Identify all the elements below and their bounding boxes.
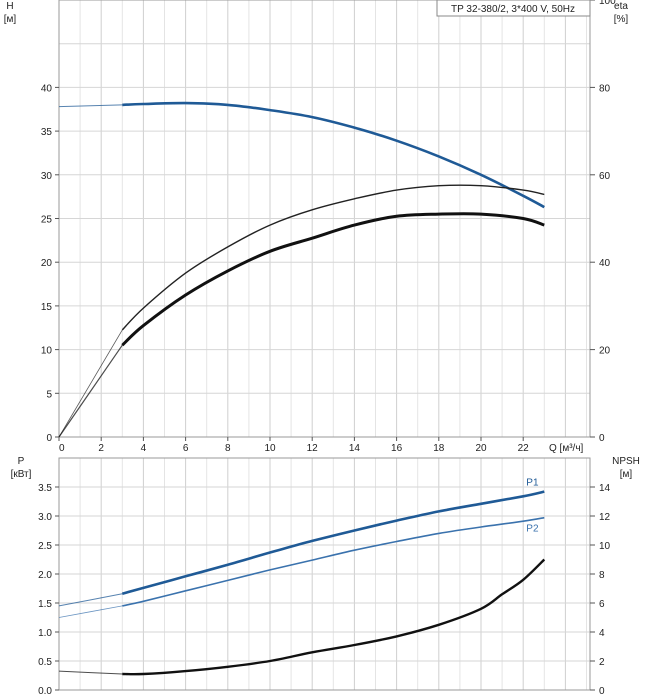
right-axis-tick-label: 60: [599, 171, 611, 182]
left-axis-tick-label: 3.5: [38, 483, 52, 494]
left-axis-tick-label: 35: [41, 127, 53, 138]
series-group: P1 P2: [58, 478, 546, 676]
chart-title: TP 32-380/2, 3*400 V, 50Hz: [451, 4, 575, 15]
series-1-line: [122, 516, 545, 607]
series-2-extension: [58, 670, 123, 675]
left-axis-unit: [кВт]: [11, 469, 32, 480]
left-axis-tick-label: 1.5: [38, 599, 52, 610]
left-axis-tick-label: 15: [41, 302, 53, 313]
x-axis-tick-label: 2: [98, 443, 104, 454]
left-axis-tick-label: 2.0: [38, 570, 52, 581]
right-axis-tick-label: 0: [599, 433, 605, 444]
right-axis-unit: [%]: [614, 14, 629, 25]
x-axis-tick-label: 6: [183, 443, 189, 454]
left-axis-tick-label: 0: [46, 433, 52, 444]
series-0-line: [121, 490, 545, 595]
left-axis-tick-label: 3.0: [38, 512, 52, 523]
right-axis-tick-label: 100: [599, 0, 616, 7]
left-axis-title: P: [18, 456, 25, 467]
left-axis: 0 5 10 15 20 25 30 35 40 H [м]: [4, 1, 59, 444]
right-axis-tick-label: 0: [599, 686, 605, 697]
x-axis-tick-label: 10: [264, 443, 276, 454]
right-axis-tick-label: 10: [599, 541, 611, 552]
right-axis-title: eta: [614, 1, 628, 12]
series-2-line: [121, 212, 545, 347]
left-axis-tick-label: 5: [46, 389, 52, 400]
right-axis-tick-label: 20: [599, 346, 611, 357]
right-axis-tick-label: 8: [599, 570, 605, 581]
x-axis-tick-label: 4: [141, 443, 147, 454]
right-axis: 0 2 4 6 8 10 12 14 NPSH [м]: [590, 456, 640, 697]
left-axis-tick-label: 0.0: [38, 686, 52, 697]
series-label-p1: P1: [526, 478, 539, 489]
grid: [58, 0, 590, 438]
series-1-line: [121, 184, 545, 331]
x-axis-tick-label: 14: [349, 443, 361, 454]
left-axis: 0.0 0.5 1.0 1.5 2.0 2.5 3.0 3.5 P [кВт]: [11, 456, 59, 697]
x-axis-tick-label: 20: [475, 443, 487, 454]
left-axis-tick-label: 1.0: [38, 628, 52, 639]
right-axis-tick-label: 40: [599, 258, 611, 269]
left-axis-title: H: [6, 1, 13, 12]
right-axis-tick-label: 6: [599, 599, 605, 610]
chart-title-box: TP 32-380/2, 3*400 V, 50Hz: [436, 0, 591, 17]
x-axis-title: Q [м³/ч]: [549, 443, 584, 454]
chart-title-frame: [436, 0, 591, 17]
left-axis-tick-label: 20: [41, 258, 53, 269]
left-axis-tick-label: 10: [41, 346, 53, 357]
series-label-p2: P2: [526, 524, 539, 535]
right-axis-tick-label: 4: [599, 628, 605, 639]
series-1-extension: [58, 605, 123, 618]
left-axis-tick-label: 2.5: [38, 541, 52, 552]
x-axis-tick-label: 22: [518, 443, 530, 454]
left-axis-unit: [м]: [4, 14, 17, 25]
x-axis-tick-label: 8: [225, 443, 231, 454]
left-axis-tick-label: 30: [41, 171, 53, 182]
right-axis-unit: [м]: [620, 469, 633, 480]
right-axis-tick-label: 12: [599, 512, 611, 523]
power-npsh-chart: 0.0 0.5 1.0 1.5 2.0 2.5 3.0 3.5 P [кВт] 0 2 4 6 8 10 12 1…: [11, 456, 640, 697]
right-axis-title: NPSH: [612, 456, 640, 467]
right-axis-tick-label: 80: [599, 83, 611, 94]
series-2-extension: [58, 344, 123, 438]
left-axis-tick-label: 40: [41, 83, 53, 94]
x-axis: 0 2 4 6 8 10 12 14 16 18 20 22 Q [м³/ч]: [58, 437, 584, 454]
series-0-extension: [58, 593, 123, 607]
x-axis-tick-label: 16: [391, 443, 403, 454]
series-2-line: [122, 558, 546, 676]
x-axis-tick-label: 0: [59, 443, 65, 454]
series-0-extension: [58, 104, 123, 108]
left-axis-tick-label: 0.5: [38, 657, 52, 668]
x-axis-tick-label: 18: [433, 443, 445, 454]
left-axis-tick-label: 25: [41, 215, 53, 226]
series-group: [58, 101, 545, 438]
series-0-line: [122, 101, 545, 209]
grid: [58, 457, 590, 691]
right-axis-tick-label: 14: [599, 483, 611, 494]
x-axis-tick-label: 12: [307, 443, 319, 454]
series-1-extension: [58, 329, 123, 438]
right-axis-tick-label: 2: [599, 657, 605, 668]
